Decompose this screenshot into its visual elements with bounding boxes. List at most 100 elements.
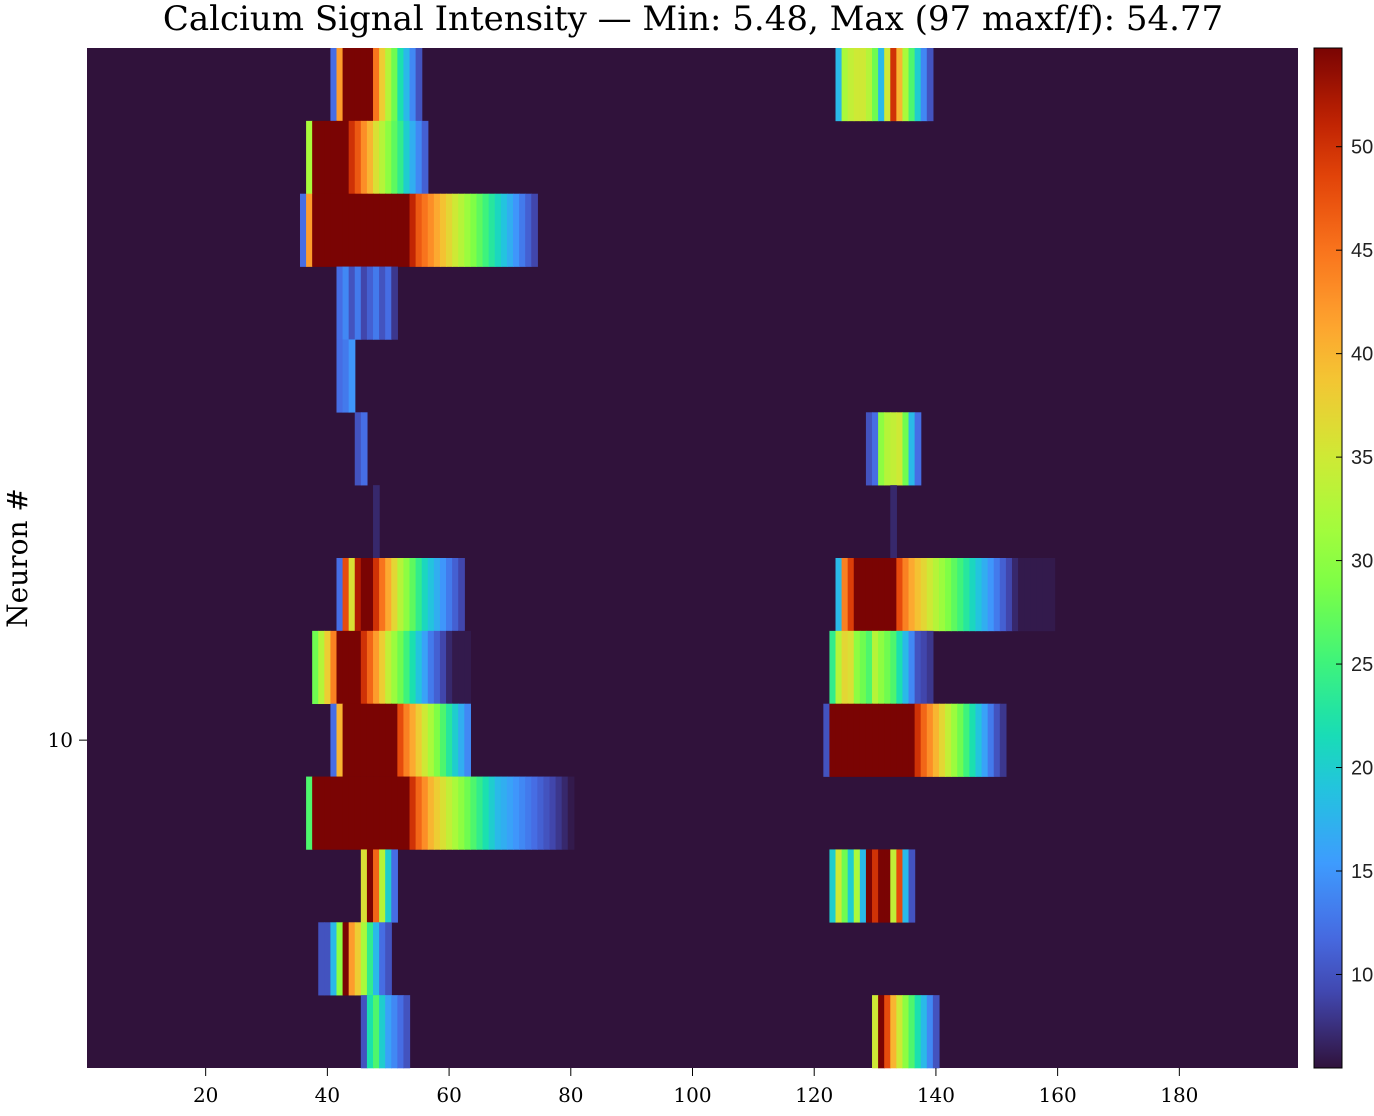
heatmap-cell	[938, 558, 946, 632]
heatmap-cell	[373, 558, 380, 632]
heatmap-cell	[920, 558, 928, 632]
heatmap-cell	[397, 48, 405, 122]
heatmap-cell	[379, 703, 386, 777]
heatmap-cell	[397, 193, 405, 267]
heatmap-cell	[1048, 558, 1056, 632]
heatmap-cell	[366, 703, 374, 777]
heatmap-cell	[330, 703, 338, 777]
heatmap-cell	[902, 630, 910, 705]
heatmap-cell	[403, 776, 411, 850]
heatmap-cell	[360, 849, 368, 923]
heatmap-cell	[385, 558, 392, 632]
colorbar-tick-label: 35	[1351, 447, 1373, 469]
heatmap-cell	[835, 48, 843, 122]
heatmap-cell	[433, 558, 441, 632]
colorbar-tick-label: 45	[1351, 240, 1373, 262]
heatmap-cell	[385, 995, 392, 1069]
heatmap-cell	[409, 776, 417, 850]
x-tick-label: 120	[795, 1083, 833, 1107]
heatmap-cell	[926, 703, 934, 777]
heatmap-cell	[896, 412, 904, 486]
heatmap-cell	[841, 630, 849, 705]
heatmap-cell	[549, 776, 557, 850]
heatmap-cell	[914, 412, 922, 486]
heatmap-cell	[336, 922, 344, 996]
heatmap-cell	[914, 630, 922, 705]
heatmap-cell	[519, 776, 526, 850]
x-tick-label: 80	[558, 1083, 583, 1107]
heatmap-cell	[318, 630, 325, 705]
heatmap-cell	[865, 703, 873, 777]
x-axis: 20 40 60 80 100 120 140 160 180	[193, 1068, 1198, 1107]
heatmap-cell	[999, 703, 1007, 777]
heatmap-cell	[512, 776, 520, 850]
heatmap-cell	[360, 266, 368, 340]
heatmap-cell	[890, 48, 897, 122]
heatmap-cell	[391, 120, 398, 195]
heatmap-cell	[379, 120, 386, 195]
heatmap-cell	[342, 776, 350, 850]
heatmap-cell	[336, 339, 344, 413]
heatmap-cell	[348, 630, 356, 705]
heatmap-cell	[975, 703, 983, 777]
heatmap-cell	[938, 703, 946, 777]
heatmap-cell	[890, 485, 897, 559]
heatmap-cell	[452, 630, 459, 705]
heatmap-cell	[878, 995, 885, 1069]
heatmap-cell	[324, 193, 332, 267]
heatmap-cell	[884, 703, 891, 777]
heatmap-cell	[853, 703, 861, 777]
heatmap-cell	[439, 776, 447, 850]
heatmap-cell	[415, 558, 423, 632]
heatmap-cell	[336, 776, 344, 850]
heatmap-cell	[391, 776, 398, 850]
heatmap-cell	[336, 193, 344, 267]
heatmap-cell	[872, 995, 879, 1069]
heatmap-cell	[878, 48, 885, 122]
chart-title: Calcium Signal Intensity — Min: 5.48, Ma…	[163, 0, 1223, 39]
heatmap-cell	[458, 558, 465, 632]
heatmap-cell	[366, 630, 374, 705]
x-tick-label: 20	[193, 1083, 218, 1107]
heatmap-cell	[446, 703, 453, 777]
heatmap-cell	[439, 630, 447, 705]
heatmap-cell	[379, 48, 386, 122]
heatmap-cell	[470, 776, 478, 850]
heatmap-cell	[391, 995, 398, 1069]
heatmap-cell	[470, 193, 478, 267]
heatmap-cell	[397, 995, 405, 1069]
heatmap-cell	[981, 558, 989, 632]
heatmap-cell	[354, 193, 362, 267]
heatmap-cell	[506, 776, 514, 850]
heatmap-cell	[397, 630, 405, 705]
heatmap-cell	[872, 48, 879, 122]
colorbar-tick-label: 10	[1351, 964, 1373, 986]
heatmap-cell	[908, 995, 916, 1069]
heatmap-cell	[829, 849, 837, 923]
heatmap-cell	[348, 339, 356, 413]
heatmap-cell	[415, 48, 423, 122]
heatmap-cell	[403, 995, 411, 1069]
colorbar-tick-label: 25	[1351, 654, 1373, 676]
heatmap-cell	[878, 849, 885, 923]
heatmap-cell	[847, 48, 855, 122]
heatmap-cell	[299, 193, 307, 267]
heatmap-cell	[878, 412, 885, 486]
heatmap-cell	[421, 120, 429, 195]
heatmap-cell	[342, 339, 350, 413]
heatmap-cell	[385, 849, 392, 923]
heatmap-cell	[373, 485, 380, 559]
heatmap-cell	[427, 630, 435, 705]
heatmap-cell	[421, 703, 429, 777]
colorbar: 10 15 20 25 30 35 40 45 50	[1313, 47, 1373, 1069]
heatmap-cell	[397, 558, 405, 632]
heatmap-cell	[890, 630, 897, 705]
heatmap-cell	[439, 558, 447, 632]
heatmap-cell	[342, 703, 350, 777]
heatmap-cell	[865, 48, 873, 122]
heatmap-cell	[330, 630, 338, 705]
heatmap-cell	[890, 412, 897, 486]
heatmap-cell	[835, 558, 843, 632]
